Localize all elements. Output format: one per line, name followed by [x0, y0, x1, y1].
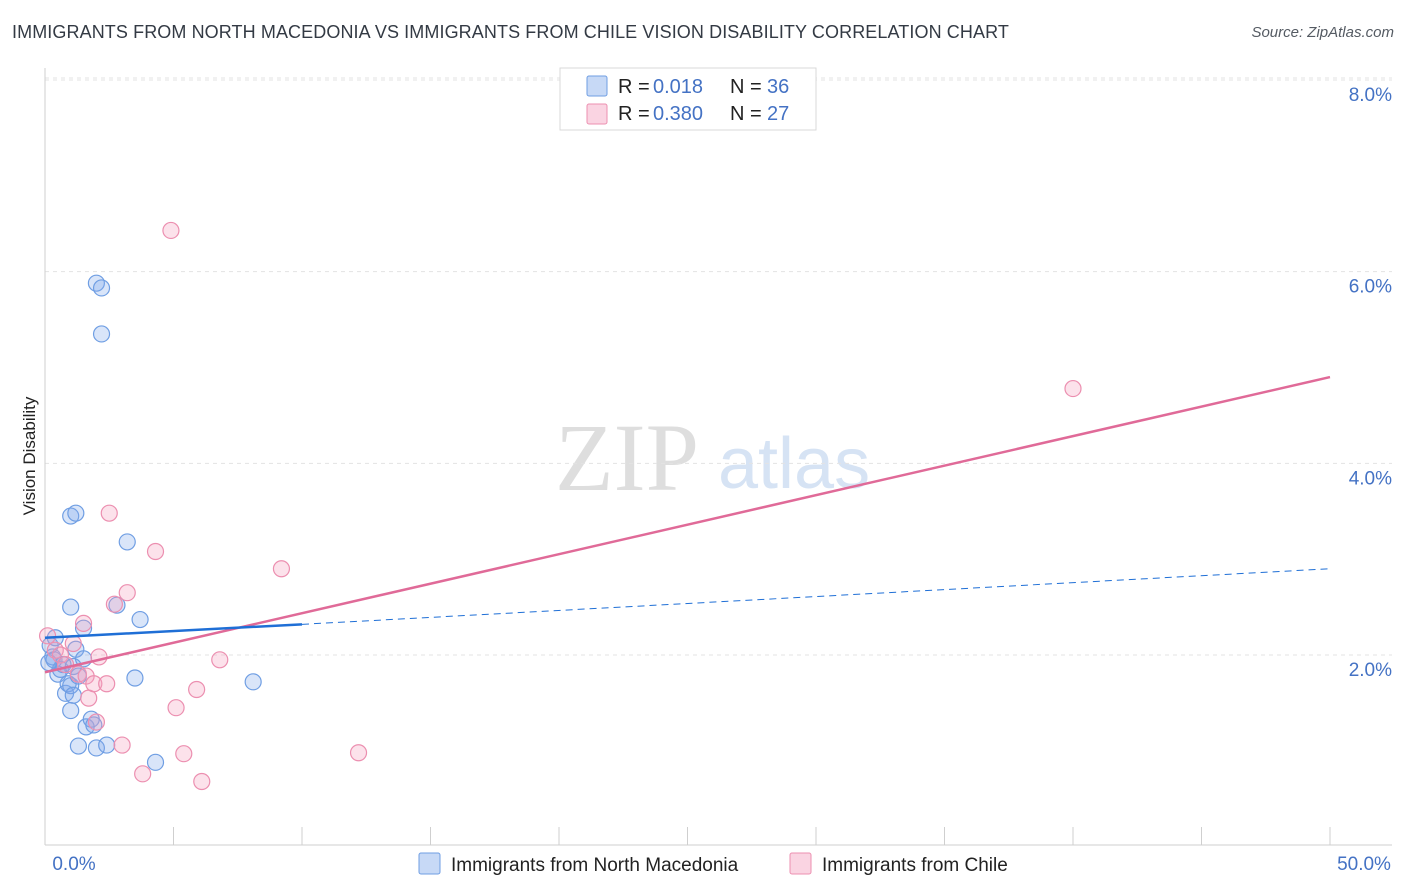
gridlines	[45, 77, 1392, 656]
point-north-macedonia	[85, 716, 103, 734]
legend-r-label-2: R =	[618, 103, 650, 125]
y-axis-label: Vision Disability	[20, 396, 39, 515]
point-north-macedonia	[126, 669, 144, 687]
point-chile	[100, 504, 118, 522]
point-north-macedonia	[69, 737, 88, 755]
legend-n-label-2: N =	[730, 103, 762, 125]
point-chile	[118, 584, 136, 602]
point-chile	[211, 651, 229, 669]
point-chile	[90, 648, 108, 666]
stats-legend: R = 0.018 N = 36 R = 0.380 N = 27	[559, 67, 817, 131]
point-north-macedonia	[92, 325, 111, 343]
point-north-macedonia	[62, 598, 80, 616]
y-tick-label: 4.0%	[1349, 468, 1392, 489]
point-chile	[85, 675, 103, 693]
point-north-macedonia	[92, 279, 111, 297]
point-chile	[146, 542, 165, 561]
point-north-macedonia	[62, 701, 80, 720]
y-tick-label: 6.0%	[1349, 277, 1392, 298]
legend-r-value-1: 0.018	[653, 76, 703, 98]
stats-legend-box	[559, 67, 817, 131]
series-legend-swatch-blue	[418, 852, 441, 875]
point-chile	[188, 680, 206, 699]
legend-n-label-1: N =	[730, 76, 762, 98]
point-chile	[51, 646, 70, 664]
point-north-macedonia	[244, 673, 262, 691]
point-chile	[113, 736, 131, 754]
watermark-atlas: atlas	[718, 424, 870, 504]
trend-line-north-macedonia	[44, 623, 303, 639]
point-chile	[349, 744, 368, 762]
legend-r-label-1: R =	[618, 76, 650, 98]
point-chile	[98, 675, 116, 693]
y-tick-label: 2.0%	[1349, 660, 1392, 681]
point-north-macedonia	[87, 274, 106, 292]
point-chile	[272, 560, 291, 578]
point-chile	[134, 765, 152, 783]
x-tick-label-min: 0.0%	[52, 854, 95, 875]
legend-r-value-2: 0.380	[653, 103, 703, 125]
trend-line-chile	[44, 375, 1331, 674]
x-tick-label-max: 50.0%	[1337, 854, 1391, 875]
point-north-macedonia	[118, 533, 136, 551]
point-chile	[162, 221, 180, 240]
source-label: Source: ZipAtlas.com	[1251, 24, 1394, 41]
trend-lines	[44, 375, 1331, 674]
y-tick-labels: 2.0% 4.0% 6.0% 8.0%	[1349, 85, 1392, 681]
trend-line-north-macedonia-extrapolated	[301, 568, 1331, 625]
legend-swatch-blue	[586, 75, 608, 97]
point-chile	[105, 595, 123, 613]
point-chile	[46, 641, 64, 659]
series-legend-label-2: Immigrants from Chile	[822, 855, 1008, 876]
legend-n-value-1: 36	[767, 76, 789, 98]
point-chile	[74, 614, 93, 632]
series-legend-swatch-pink	[789, 852, 812, 875]
data-points	[38, 221, 1082, 791]
axes	[44, 68, 1392, 846]
point-north-macedonia	[87, 739, 106, 757]
point-chile	[87, 713, 106, 731]
point-north-macedonia	[62, 507, 80, 525]
series-legend-label-1: Immigrants from North Macedonia	[451, 855, 739, 876]
point-north-macedonia	[98, 736, 116, 754]
point-chile	[175, 745, 193, 763]
point-north-macedonia	[67, 504, 85, 522]
watermark-zip: ZIP	[555, 404, 699, 511]
point-chile	[1064, 379, 1082, 398]
point-north-macedonia	[146, 753, 165, 771]
legend-n-value-2: 27	[767, 103, 789, 125]
chart-title: IMMIGRANTS FROM NORTH MACEDONIA VS IMMIG…	[12, 22, 1009, 42]
point-chile	[64, 634, 82, 653]
point-north-macedonia	[131, 610, 149, 629]
point-chile	[38, 627, 57, 645]
point-chile	[167, 699, 185, 717]
legend-swatch-pink	[586, 103, 608, 125]
point-north-macedonia	[64, 686, 82, 704]
series-legend: Immigrants from North Macedonia Immigran…	[418, 852, 1008, 876]
y-tick-label: 8.0%	[1349, 85, 1392, 106]
point-chile	[193, 772, 211, 791]
point-chile	[80, 689, 98, 707]
